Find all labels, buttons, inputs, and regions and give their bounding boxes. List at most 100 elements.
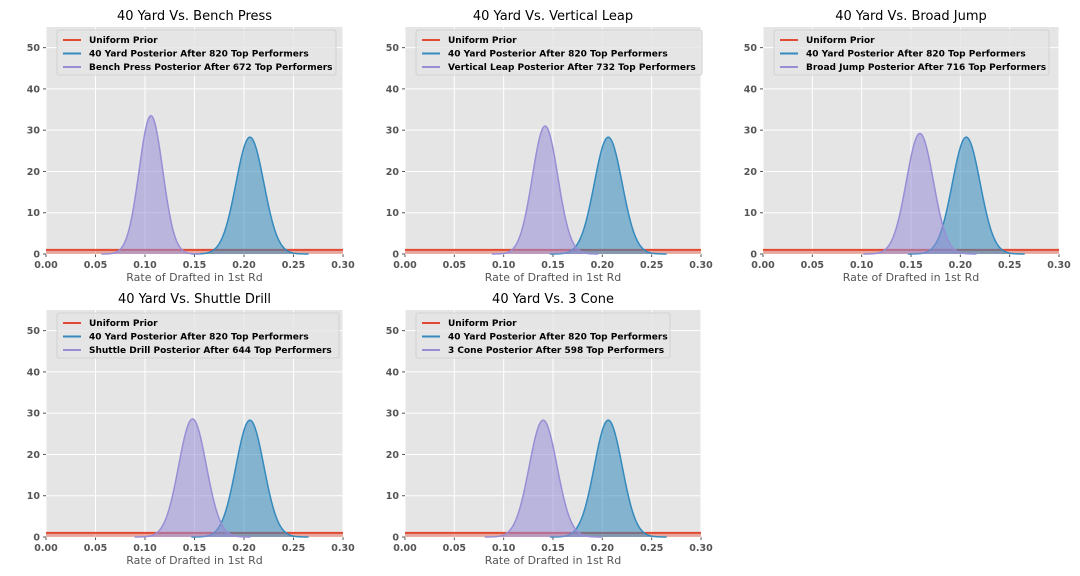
y-tick-label: 0 — [33, 533, 40, 544]
x-tick-label: 0.20 — [232, 543, 256, 554]
legend-entry: Uniform Prior — [448, 319, 517, 329]
chart-title: 40 Yard Vs. Vertical Leap — [473, 9, 633, 24]
y-tick-label: 40 — [27, 84, 41, 95]
x-tick-label: 0.20 — [591, 543, 615, 554]
legend-entry: Vertical Leap Posterior After 732 Top Pe… — [448, 63, 696, 73]
legend-box — [56, 29, 337, 76]
y-tick-label: 30 — [744, 126, 758, 137]
legend: Uniform Prior 40 Yard Posterior After 820… — [56, 312, 340, 359]
x-tick-label: 0.30 — [689, 543, 713, 554]
y-tick-label: 10 — [386, 491, 400, 502]
y-tick-label: 30 — [27, 409, 41, 420]
x-tick-label: 0.25 — [282, 543, 305, 554]
legend-box — [56, 312, 340, 359]
x-tick-label: 0.15 — [183, 543, 206, 554]
x-tick-label: 0.20 — [949, 260, 973, 271]
x-tick-label: 0.30 — [331, 543, 355, 554]
legend-entry: 40 Yard Posterior After 820 Top Performe… — [448, 333, 668, 343]
x-tick-label: 0.05 — [84, 260, 107, 271]
x-tick-label: 0.00 — [393, 260, 417, 271]
chart-panel-5: 40 Yard Vs. 3 Cone 0.00 0.05 0.10 0.15 0.20 0.… — [386, 292, 713, 567]
x-tick-label: 0.30 — [689, 260, 713, 271]
x-tick-label: 0.15 — [541, 543, 564, 554]
x-tick-label: 0.00 — [393, 543, 417, 554]
x-tick-label: 0.25 — [282, 260, 305, 271]
y-tick-label: 50 — [27, 43, 41, 54]
x-tick-label: 0.10 — [133, 543, 157, 554]
legend-entry: Shuttle Drill Posterior After 644 Top Pe… — [89, 346, 332, 356]
x-tick-label: 0.00 — [34, 260, 58, 271]
x-tick-label: 0.00 — [34, 543, 58, 554]
legend-entry: 40 Yard Posterior After 820 Top Performe… — [89, 333, 309, 343]
prior-fill — [46, 249, 343, 254]
y-tick-label: 20 — [386, 167, 400, 178]
x-axis-label: Rate of Drafted in 1st Rd — [843, 271, 979, 284]
x-tick-label: 0.15 — [899, 260, 922, 271]
x-axis-label: Rate of Drafted in 1st Rd — [485, 554, 621, 567]
legend-entry: Uniform Prior — [448, 36, 517, 46]
y-tick-label: 50 — [744, 43, 758, 54]
x-tick-label: 0.25 — [640, 543, 663, 554]
x-tick-label: 0.05 — [801, 260, 824, 271]
x-tick-label: 0.05 — [84, 543, 107, 554]
x-tick-label: 0.25 — [998, 260, 1021, 271]
chart-title: 40 Yard Vs. Bench Press — [117, 9, 272, 24]
x-tick-label: 0.05 — [443, 260, 466, 271]
drill-density-fill — [484, 420, 602, 537]
y-tick-label: 10 — [744, 208, 758, 219]
legend-entry: 40 Yard Posterior After 820 Top Performe… — [448, 50, 668, 60]
legend-entry: Uniform Prior — [806, 36, 875, 46]
y-tick-label: 0 — [750, 250, 757, 261]
forty-yard-density-fill — [549, 420, 667, 537]
x-tick-label: 0.10 — [133, 260, 157, 271]
drill-density-fill — [134, 418, 251, 537]
y-tick-label: 10 — [27, 491, 41, 502]
legend-entry: Uniform Prior — [89, 319, 158, 329]
y-tick-label: 20 — [744, 167, 758, 178]
x-tick-label: 0.10 — [492, 543, 516, 554]
y-tick-label: 30 — [386, 409, 400, 420]
legend-box — [415, 29, 703, 76]
chart-panel-2: 40 Yard Vs. Vertical Leap 0.00 0.05 0.10 0.1… — [386, 9, 713, 284]
y-tick-label: 20 — [27, 450, 41, 461]
legend-entry: Bench Press Posterior After 672 Top Perf… — [89, 63, 333, 73]
y-tick-label: 40 — [744, 84, 758, 95]
legend: Uniform Prior 40 Yard Posterior After 820… — [56, 29, 337, 76]
forty-yard-density-fill — [549, 137, 667, 254]
y-tick-label: 50 — [386, 326, 400, 337]
forty-yard-density-fill — [191, 137, 309, 254]
legend: Uniform Prior 40 Yard Posterior After 820… — [415, 29, 703, 76]
y-tick-label: 30 — [386, 126, 400, 137]
x-tick-label: 0.20 — [591, 260, 615, 271]
x-tick-label: 0.15 — [183, 260, 206, 271]
forty-yard-density-line — [191, 136, 309, 255]
x-axis-label: Rate of Drafted in 1st Rd — [485, 271, 621, 284]
x-tick-label: 0.25 — [640, 260, 663, 271]
y-tick-label: 0 — [33, 250, 40, 261]
x-tick-label: 0.10 — [492, 260, 516, 271]
x-tick-label: 0.00 — [751, 260, 775, 271]
legend: Uniform Prior 40 Yard Posterior After 820… — [773, 29, 1050, 76]
y-tick-label: 40 — [386, 84, 400, 95]
y-tick-label: 0 — [392, 250, 399, 261]
drill-density-line — [491, 125, 599, 255]
drill-density-line — [863, 132, 977, 255]
x-tick-label: 0.05 — [443, 543, 466, 554]
x-axis-label: Rate of Drafted in 1st Rd — [126, 271, 262, 284]
drill-density-line — [134, 418, 251, 538]
chart-panel-4: 40 Yard Vs. Shuttle Drill 0.00 0.05 0.10 0.1… — [27, 292, 355, 567]
drill-density-fill — [491, 126, 599, 254]
chart-title: 40 Yard Vs. Broad Jump — [835, 9, 987, 24]
y-tick-label: 20 — [27, 167, 41, 178]
y-tick-label: 30 — [27, 126, 41, 137]
x-tick-label: 0.15 — [541, 260, 564, 271]
x-tick-label: 0.20 — [232, 260, 256, 271]
x-tick-label: 0.30 — [1047, 260, 1071, 271]
y-tick-label: 20 — [386, 450, 400, 461]
y-tick-label: 10 — [386, 208, 400, 219]
y-tick-label: 40 — [27, 367, 41, 378]
y-tick-label: 50 — [386, 43, 400, 54]
y-tick-label: 50 — [27, 326, 41, 337]
chart-title: 40 Yard Vs. 3 Cone — [492, 292, 614, 307]
